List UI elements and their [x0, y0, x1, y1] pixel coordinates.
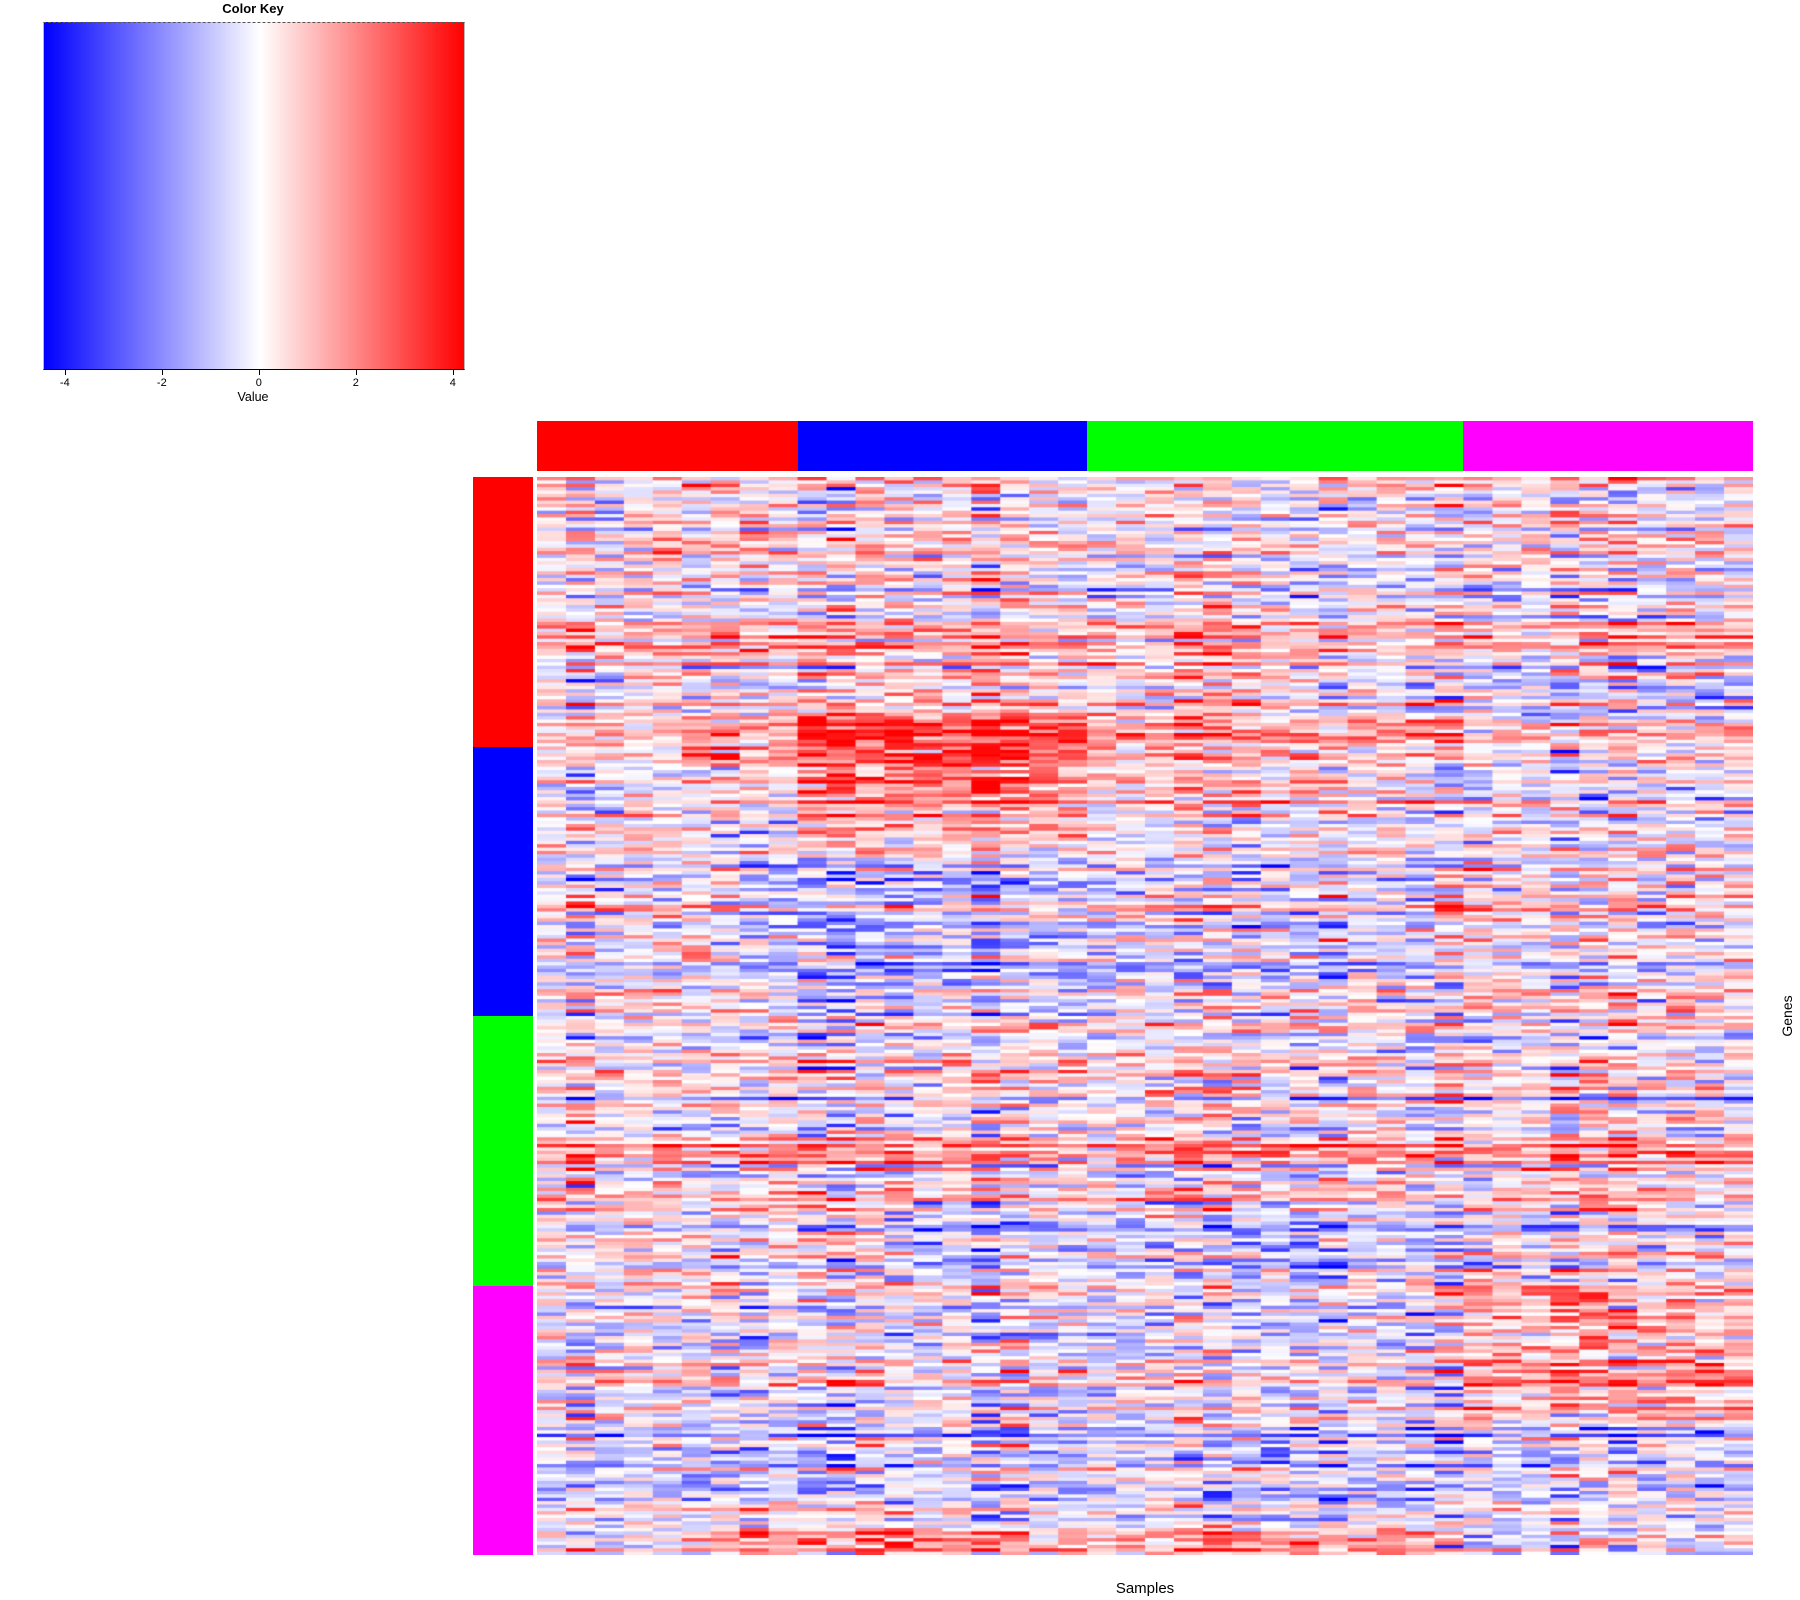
color-key-title: Color Key: [222, 1, 284, 16]
row-sidebar: [473, 477, 533, 1555]
row-sidebar-segment-cluster-blue: [473, 746, 533, 1016]
row-sidebar-segment-cluster-magenta: [473, 1285, 533, 1555]
heatmap-canvas: [537, 477, 1753, 1555]
color-key-tick-label: -2: [156, 377, 167, 389]
color-key-gradient: [43, 22, 465, 370]
column-sidebar-segment-group-magenta: [1463, 421, 1754, 471]
color-key-tick: [258, 369, 260, 375]
genes-axis-label: Genes: [1779, 995, 1795, 1037]
row-sidebar-segment-cluster-green: [473, 1016, 533, 1286]
color-key-tick-label: 4: [449, 377, 456, 389]
column-sidebar-segment-group-red: [537, 421, 798, 471]
color-key-tick: [452, 369, 454, 375]
column-sidebar: [537, 421, 1754, 471]
column-sidebar-segment-group-blue: [797, 421, 1088, 471]
color-key-tick: [64, 369, 66, 375]
color-key-xlabel: Value: [237, 390, 269, 404]
row-sidebar-segment-cluster-red: [473, 477, 533, 747]
color-key-tick-label: 0: [255, 377, 262, 389]
samples-axis-label: Samples: [1115, 1580, 1175, 1597]
color-key-tick: [355, 369, 357, 375]
color-key-tick: [161, 369, 163, 375]
color-key-tick-label: 2: [352, 377, 359, 389]
column-sidebar-segment-group-green: [1087, 421, 1464, 471]
color-key-tick-label: -4: [59, 377, 70, 389]
